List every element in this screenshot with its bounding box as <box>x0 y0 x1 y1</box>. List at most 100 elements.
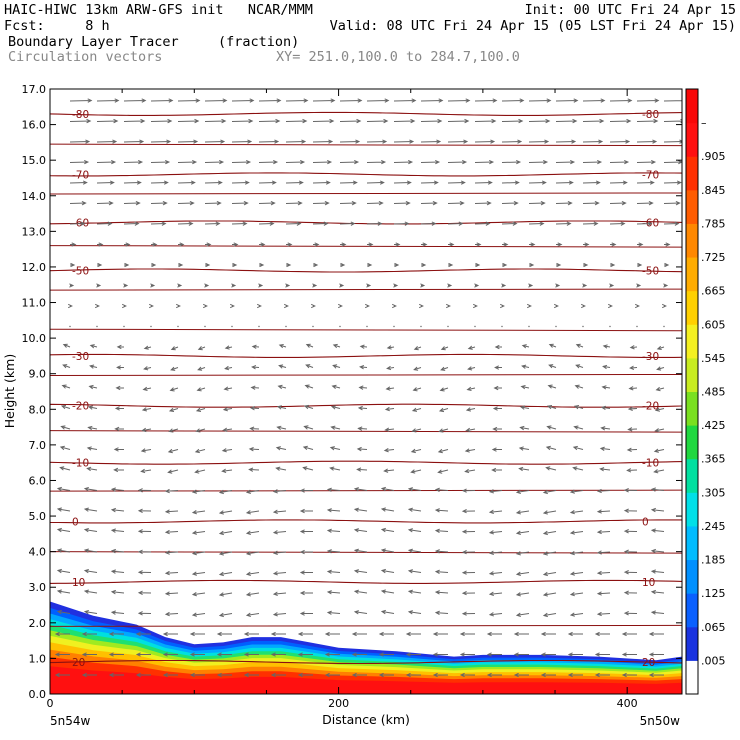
vector-arrow <box>654 407 665 412</box>
vector-arrow <box>542 530 557 536</box>
y-tick-label: 11.0 <box>22 297 47 310</box>
vector-arrow <box>621 672 637 678</box>
vector-arrow <box>150 200 168 206</box>
vector-arrow <box>69 159 90 165</box>
vector-arrow <box>378 631 394 637</box>
y-tick-label: 5.0 <box>29 510 47 523</box>
vector-arrow <box>108 631 124 637</box>
vector-arrow <box>582 139 604 144</box>
y-tick-label: 9.0 <box>29 368 47 381</box>
vector-arrow <box>437 469 449 474</box>
vector-arrow <box>434 590 449 595</box>
vector-arrow <box>650 548 665 554</box>
contour-line <box>50 143 682 147</box>
vector-arrow <box>137 508 152 514</box>
vector-arrow <box>664 262 670 268</box>
vector-arrow <box>83 487 98 492</box>
vector-arrow <box>623 611 638 616</box>
vector-arrow <box>636 98 660 103</box>
vector-arrow <box>420 98 444 103</box>
vector-arrow <box>222 427 233 432</box>
vector-arrow <box>596 570 611 576</box>
vector-arrow <box>204 98 228 103</box>
vector-arrow <box>555 283 561 288</box>
vector-arrow <box>258 180 277 185</box>
colorbar-label: .125 <box>701 587 726 600</box>
y-tick-label: 4.0 <box>29 546 47 559</box>
vector-arrow <box>150 118 173 124</box>
vector-arrow <box>339 283 345 288</box>
vector-arrow <box>623 488 638 493</box>
vector-arrow <box>569 489 584 494</box>
vector-arrow <box>299 549 313 555</box>
vector-arrow <box>367 262 373 268</box>
vector-arrow <box>278 344 287 349</box>
vector-arrow <box>231 159 252 165</box>
vector-arrow <box>110 528 125 533</box>
vector-arrow <box>258 98 282 103</box>
vector-arrow <box>116 365 125 370</box>
vector-arrow <box>312 139 334 144</box>
vector-arrow <box>623 590 638 595</box>
vector-arrow <box>177 221 194 226</box>
vector-arrow <box>572 466 584 471</box>
vector-arrow <box>305 364 314 369</box>
vector-arrow <box>81 652 97 657</box>
vector-arrow <box>218 571 233 577</box>
vector-arrow <box>248 467 260 472</box>
vector-arrow <box>407 507 422 512</box>
vector-arrow <box>231 200 249 206</box>
vector-arrow <box>594 652 610 657</box>
vector-arrow <box>110 589 125 595</box>
vector-arrow <box>218 551 233 556</box>
vector-arrow <box>520 385 530 390</box>
vector-arrow <box>609 159 630 165</box>
vector-arrow <box>175 303 181 309</box>
vector-arrow <box>70 262 76 268</box>
vector-arrow <box>528 283 534 288</box>
vector-arrow <box>231 118 254 124</box>
vector-arrow <box>353 528 368 533</box>
vector-arrow <box>339 325 341 328</box>
vector-arrow <box>356 467 368 472</box>
vector-arrow <box>569 509 584 515</box>
vector-arrow <box>663 139 682 144</box>
vector-arrow <box>529 242 536 247</box>
vector-arrow <box>249 426 260 431</box>
vector-arrow <box>501 139 523 144</box>
vector-arrow <box>582 98 606 103</box>
vector-arrow <box>447 325 449 328</box>
vector-arrow <box>140 448 152 453</box>
vector-arrow <box>137 570 152 575</box>
vector-arrow <box>123 325 125 328</box>
vector-arrow <box>143 345 152 350</box>
vector-arrow <box>437 448 449 454</box>
vector-arrow <box>542 592 557 597</box>
contour-label: -30 <box>642 351 659 363</box>
vector-arrow <box>137 488 152 493</box>
vector-arrow <box>194 448 206 454</box>
vector-arrow <box>378 652 394 657</box>
vector-arrow <box>515 592 530 597</box>
vector-arrow <box>258 325 260 328</box>
vector-arrow <box>411 407 422 412</box>
contour-0 <box>50 519 682 524</box>
x-tick-label: 400 <box>617 697 638 710</box>
colorbar-label: .605 <box>701 318 726 331</box>
contour-label: -10 <box>642 458 659 470</box>
vector-arrow <box>488 489 503 494</box>
vector-arrow <box>143 366 152 371</box>
vector-arrow <box>229 303 235 309</box>
vector-arrow <box>573 425 584 430</box>
vector-arrow <box>285 325 287 328</box>
vector-arrow <box>461 488 476 493</box>
vector-arrow <box>492 426 502 432</box>
vector-arrow <box>607 303 613 309</box>
vector-arrow <box>245 571 260 576</box>
x-right-endpoint: 5n50w <box>640 714 681 728</box>
vector-arrow <box>623 529 638 534</box>
vector-arrow <box>629 365 638 370</box>
vector-arrow <box>393 118 416 124</box>
colorbar-swatch <box>686 458 698 493</box>
vector-arrow <box>366 221 383 226</box>
